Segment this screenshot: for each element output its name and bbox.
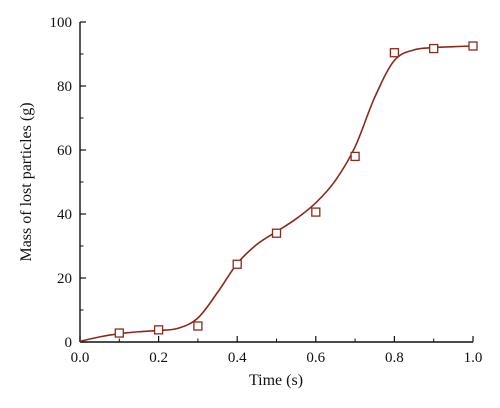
fit-curve [79,45,474,343]
data-point [468,41,478,51]
x-tick-label: 0.0 [71,350,90,366]
x-tick-label: 0.6 [306,350,325,366]
x-tick-label: 0.2 [149,350,168,366]
data-markers [114,41,478,338]
data-point [389,48,400,58]
data-point [114,328,124,338]
x-tick-label: 0.4 [228,350,247,366]
x-ticks: 0.0 0.2 0.4 0.6 0.8 1.0 [71,336,483,366]
y-tick-label: 60 [57,143,72,159]
y-tick-label: 100 [50,15,73,31]
data-point [193,321,203,331]
y-tick-label: 20 [57,271,72,287]
data-point [153,325,164,335]
x-tick-label: 1.0 [464,350,483,366]
y-axis-title: Mass of lost particles (g) [18,102,35,261]
data-point [271,228,282,238]
data-point [311,207,321,217]
x-axis-title: Time (s) [249,372,303,389]
data-point [429,43,439,54]
data-point [232,259,242,269]
y-ticks: 0 20 40 60 80 100 [50,15,86,351]
data-point [350,151,360,162]
plot-area: 0.0 0.2 0.4 0.6 0.8 1.0 0 20 40 60 80 100 [50,15,483,366]
y-tick-label: 40 [57,207,72,223]
y-tick-label: 80 [57,79,72,95]
y-tick-label: 0 [65,335,73,351]
x-tick-label: 0.8 [385,350,404,366]
